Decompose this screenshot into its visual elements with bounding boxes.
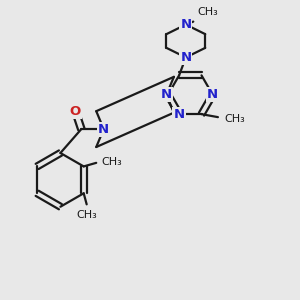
Text: N: N [207,88,218,101]
Text: CH₃: CH₃ [198,7,218,17]
Text: N: N [174,108,185,121]
Text: CH₃: CH₃ [76,210,97,220]
Text: CH₃: CH₃ [102,157,122,167]
Text: N: N [180,18,191,31]
Text: N: N [180,51,191,64]
Text: N: N [161,88,172,101]
Text: CH₃: CH₃ [224,114,245,124]
Text: N: N [98,123,109,136]
Text: O: O [70,105,81,118]
